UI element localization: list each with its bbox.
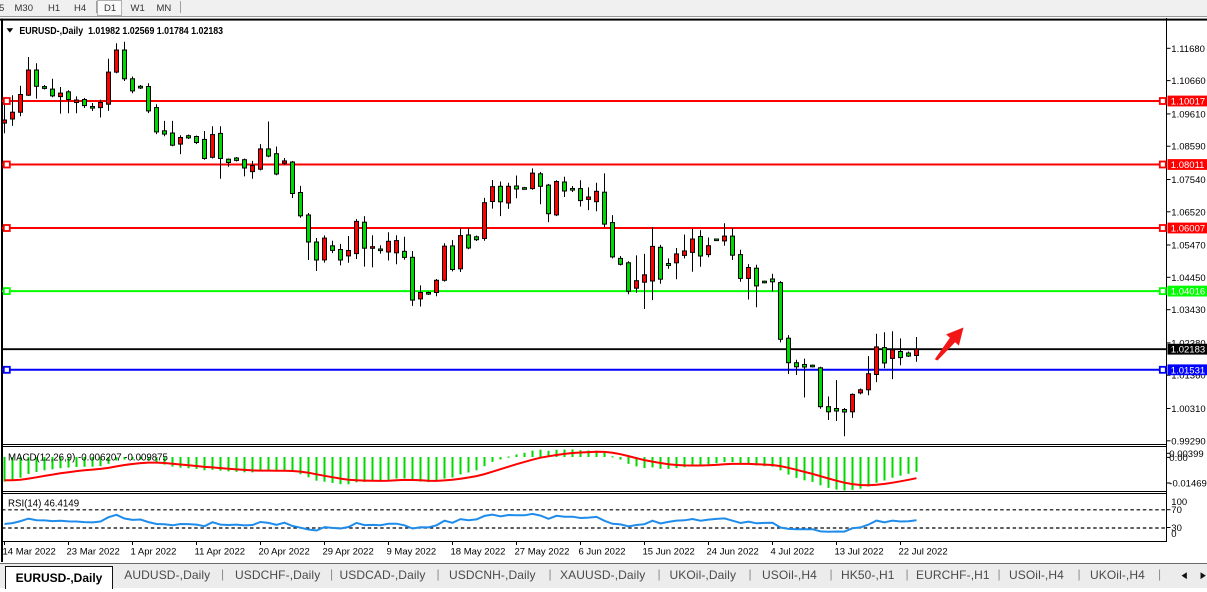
svg-text:1.11680: 1.11680 xyxy=(1171,44,1205,55)
svg-text:1.06007: 1.06007 xyxy=(1171,224,1205,235)
svg-text:1.03430: 1.03430 xyxy=(1171,305,1205,316)
svg-text:1.10017: 1.10017 xyxy=(1171,97,1205,108)
svg-text:6 Jun 2022: 6 Jun 2022 xyxy=(579,547,626,558)
svg-text:1.02183: 1.02183 xyxy=(1171,345,1205,356)
svg-text:13 Jul 2022: 13 Jul 2022 xyxy=(835,547,884,558)
svg-text:RSI(14) 46.4149: RSI(14) 46.4149 xyxy=(8,499,79,510)
svg-text:0.00: 0.00 xyxy=(1169,453,1188,464)
svg-text:1.08590: 1.08590 xyxy=(1171,142,1205,153)
svg-text:MACD(12,26,9) -0.006207 -0.009: MACD(12,26,9) -0.006207 -0.009875 xyxy=(8,453,168,464)
svg-text:4 Jul 2022: 4 Jul 2022 xyxy=(771,547,815,558)
svg-text:1.09610: 1.09610 xyxy=(1171,109,1205,120)
svg-text:27 May 2022: 27 May 2022 xyxy=(515,547,570,558)
svg-text:9 May 2022: 9 May 2022 xyxy=(387,547,437,558)
svg-text:1.10660: 1.10660 xyxy=(1171,76,1205,87)
svg-text:1.06520: 1.06520 xyxy=(1171,207,1205,218)
svg-text:1.05470: 1.05470 xyxy=(1171,241,1205,252)
svg-text:EURUSD-,Daily 1.01982 1.02569: EURUSD-,Daily 1.01982 1.02569 1.01784 1.… xyxy=(19,26,223,37)
svg-text:18 May 2022: 18 May 2022 xyxy=(451,547,506,558)
svg-text:1 Apr 2022: 1 Apr 2022 xyxy=(131,547,177,558)
svg-text:0: 0 xyxy=(1171,529,1176,540)
svg-text:14 Mar 2022: 14 Mar 2022 xyxy=(3,547,56,558)
svg-text:70: 70 xyxy=(1171,505,1182,516)
svg-text:15 Jun 2022: 15 Jun 2022 xyxy=(643,547,695,558)
svg-text:11 Apr 2022: 11 Apr 2022 xyxy=(195,547,246,558)
svg-text:24 Jun 2022: 24 Jun 2022 xyxy=(707,547,759,558)
svg-text:20 Apr 2022: 20 Apr 2022 xyxy=(259,547,310,558)
svg-text:1.07540: 1.07540 xyxy=(1171,175,1205,186)
svg-text:23 Mar 2022: 23 Mar 2022 xyxy=(67,547,120,558)
svg-text:29 Apr 2022: 29 Apr 2022 xyxy=(323,547,374,558)
svg-text:1.04016: 1.04016 xyxy=(1171,287,1205,298)
svg-text:1.01531: 1.01531 xyxy=(1171,365,1205,376)
svg-text:0.99290: 0.99290 xyxy=(1171,436,1205,447)
svg-text:-0.01469: -0.01469 xyxy=(1169,479,1207,490)
svg-text:1.04450: 1.04450 xyxy=(1171,273,1205,284)
svg-text:1.08011: 1.08011 xyxy=(1171,160,1205,171)
svg-text:22 Jul 2022: 22 Jul 2022 xyxy=(899,547,948,558)
svg-text:1.00310: 1.00310 xyxy=(1171,404,1205,415)
